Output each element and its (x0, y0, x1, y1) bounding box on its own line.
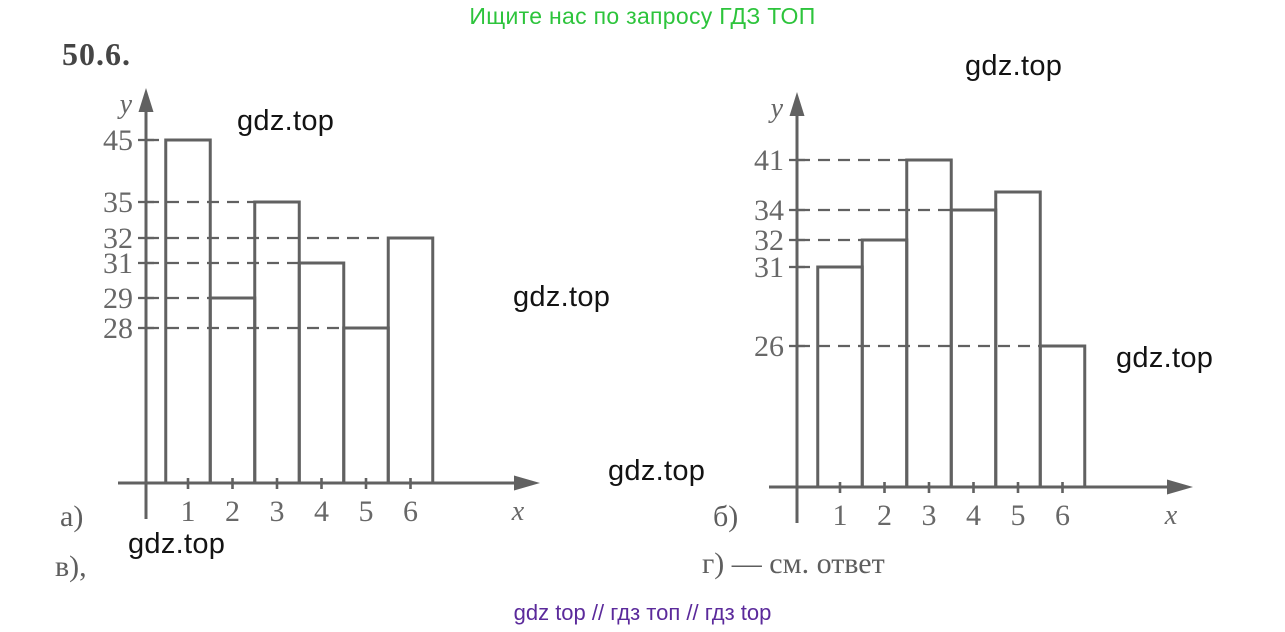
watermark-gdz-top: gdz.top (513, 281, 611, 313)
bar-3 (253, 200, 301, 485)
problem-number: 50.6. (62, 36, 131, 72)
watermark-gdz-top: gdz.top (965, 50, 1063, 82)
bar-4 (297, 261, 346, 485)
bar-4 (949, 208, 998, 489)
x-axis-label: x (511, 496, 525, 527)
section-label-b: б) (713, 500, 739, 533)
bar-5 (994, 190, 1042, 489)
x-tick-label-5: 5 (1011, 499, 1026, 532)
y-tick-label-32: 32 (754, 224, 784, 257)
y-tick-label-28: 28 (103, 312, 133, 345)
y-tick-label-35: 35 (103, 186, 133, 219)
y-tick-label-45: 45 (103, 124, 133, 157)
x-tick-label-1: 1 (181, 495, 196, 528)
section-label-v: в), (55, 550, 87, 583)
y-tick-label-41: 41 (754, 144, 784, 177)
bar-1 (816, 265, 864, 489)
y-tick-label-29: 29 (103, 282, 133, 315)
bar-5 (342, 326, 390, 485)
y-tick-label-32: 32 (103, 222, 133, 255)
x-tick-label-1: 1 (833, 499, 848, 532)
x-tick-label-4: 4 (314, 495, 329, 528)
x-tick-label-6: 6 (1055, 499, 1070, 532)
bar-6 (386, 236, 435, 485)
y-axis-arrow (138, 88, 154, 112)
x-tick-label-3: 3 (922, 499, 937, 532)
watermark-gdz-top: gdz.top (608, 455, 706, 487)
y-tick-label-26: 26 (754, 330, 784, 363)
y-tick-label-31: 31 (754, 251, 784, 284)
x-tick-label-5: 5 (359, 495, 374, 528)
y-axis-label: y (768, 93, 784, 124)
bar-1 (164, 138, 212, 485)
x-tick-label-2: 2 (225, 495, 240, 528)
y-tick-label-34: 34 (754, 194, 784, 227)
x-axis-arrow (514, 475, 540, 491)
bar-2 (208, 296, 257, 485)
x-tick-label-4: 4 (966, 499, 981, 532)
watermark-gdz-top: gdz.top (1116, 342, 1214, 374)
watermark-gdz-top: gdz.top (128, 528, 226, 560)
section-label-g: г) — см. ответ (702, 547, 885, 580)
x-axis-arrow (1167, 479, 1193, 495)
section-label-a: а) (60, 500, 84, 533)
y-axis-label: y (117, 89, 133, 120)
footer-watermark-text: gdz top // гдз топ // гдз top (513, 600, 772, 625)
promo-banner-text: Ищите нас по запросу ГДЗ ТОП (469, 3, 816, 29)
watermark-gdz-top: gdz.top (237, 105, 335, 137)
bar-2 (860, 238, 909, 489)
x-tick-label-2: 2 (877, 499, 892, 532)
x-tick-label-6: 6 (403, 495, 418, 528)
x-axis-label: x (1164, 500, 1178, 531)
y-tick-label-31: 31 (103, 247, 133, 280)
y-axis-arrow (789, 92, 805, 116)
bar-6 (1038, 344, 1087, 489)
x-tick-label-3: 3 (270, 495, 285, 528)
